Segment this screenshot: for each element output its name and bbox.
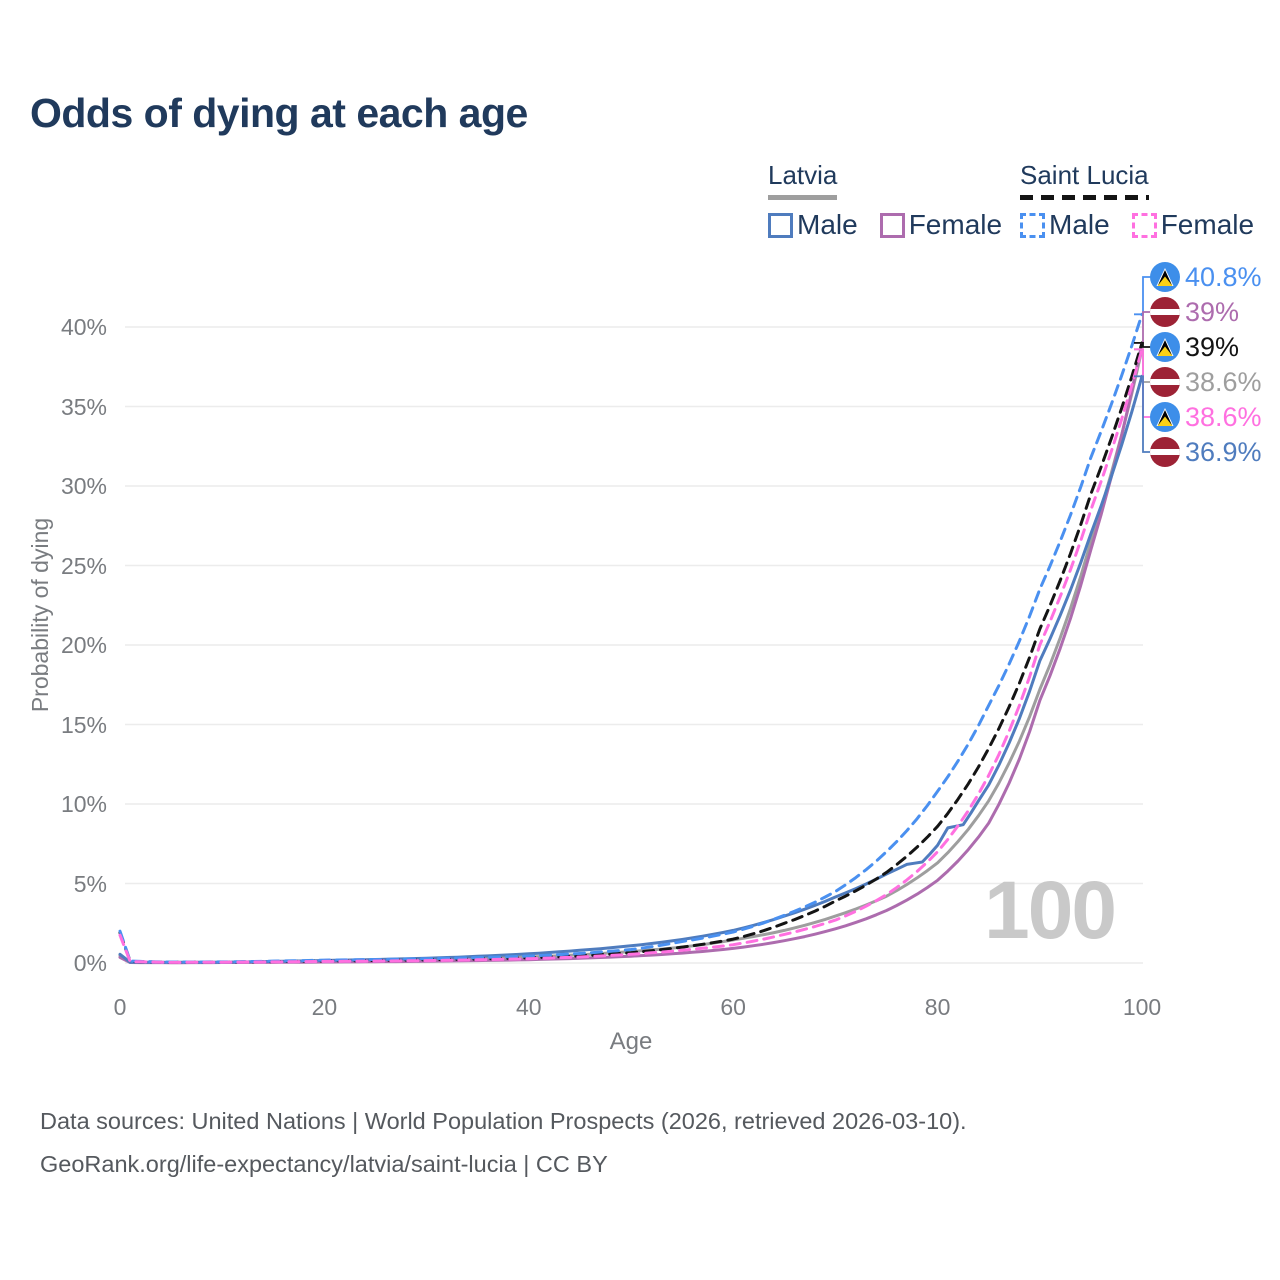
connector-saint-lucia-male [1134,276,1151,316]
legend-latvia-underline [768,195,838,200]
end-label-value: 38.6% [1185,401,1262,432]
legend-saint-lucia-underline [1020,195,1149,200]
x-tick-80: 80 [924,994,951,1020]
series-line-saint-lucia-female[interactable] [118,347,1144,964]
y-tick-35%: 35% [60,393,107,420]
latvia-flag-icon [1150,297,1180,327]
footer: Data sources: United Nations | World Pop… [40,1100,967,1186]
latvia-flag-icon [1150,367,1180,397]
legend-swatch-latvia-female[interactable] [879,212,905,238]
page-title: Odds of dying at each age [30,90,528,136]
legend-latvia-header[interactable]: Latvia [768,160,838,190]
y-tick-30%: 30% [60,473,107,499]
connector-latvia-male [1134,375,1151,453]
footer-data-sources: Data sources: United Nations | World Pop… [40,1108,967,1134]
connector-saint-lucia-total [1134,341,1151,348]
y-tick-15%: 15% [60,711,107,738]
gridlines [125,326,1143,964]
x-axis-title: Age [609,1028,653,1055]
y-tick-20%: 20% [60,632,107,658]
latvia-flag-icon [1150,437,1180,467]
x-tick-0: 0 [113,994,127,1020]
legend-swatch-latvia-male[interactable] [768,212,793,238]
end-label-value: 39% [1185,331,1240,362]
legend-label-latvia-female[interactable]: Female [908,209,1003,240]
saint-lucia-flag-icon [1150,332,1180,362]
saint-lucia-flag-icon [1150,262,1180,292]
legend-label-latvia-male[interactable]: Male [797,209,858,240]
x-tick-100: 100 [1122,994,1162,1020]
footer-attribution: GeoRank.org/life-expectancy/latvia/saint… [40,1151,608,1177]
end-label-saint-lucia-female: 38.6% [1150,402,1262,432]
x-tick-20: 20 [311,994,338,1020]
end-label-saint-lucia-male: 40.8% [1150,262,1262,292]
y-tick-10%: 10% [60,791,107,817]
saint-lucia-flag-icon [1150,402,1180,432]
y-tick-40%: 40% [60,314,107,340]
legend-label-saint-lucia-female[interactable]: Female [1160,209,1255,240]
legend-group-saint-lucia: Saint Lucia Male Female [1020,160,1276,241]
end-label-saint-lucia-total: 39% [1150,332,1239,362]
end-label-latvia-female: 39% [1150,297,1239,327]
age-watermark: 100 [984,865,1117,956]
x-tick-40: 40 [516,994,542,1020]
x-tick-60: 60 [720,994,746,1020]
legend-swatch-saint-lucia-female[interactable] [1131,212,1157,238]
end-label-connectors [1134,276,1151,453]
end-label-latvia-total: 38.6% [1150,367,1262,397]
legend-saint-lucia-header[interactable]: Saint Lucia [1020,160,1149,190]
series-lines [118,312,1144,965]
y-tick-0%: 0% [73,950,107,976]
y-tick-25%: 25% [60,552,107,579]
legend-group-latvia: Latvia Male Female [768,160,1024,241]
y-axis-title: Probability of dying [27,517,53,713]
legend-label-saint-lucia-male[interactable]: Male [1049,209,1110,240]
end-label-value: 36.9% [1185,436,1262,467]
end-label-value: 38.6% [1185,366,1262,397]
end-label-latvia-male: 36.9% [1150,437,1262,467]
y-tick-5%: 5% [73,870,107,897]
end-label-value: 40.8% [1185,261,1262,292]
legend-swatch-saint-lucia-male[interactable] [1020,212,1045,238]
end-label-value: 39% [1185,296,1240,327]
